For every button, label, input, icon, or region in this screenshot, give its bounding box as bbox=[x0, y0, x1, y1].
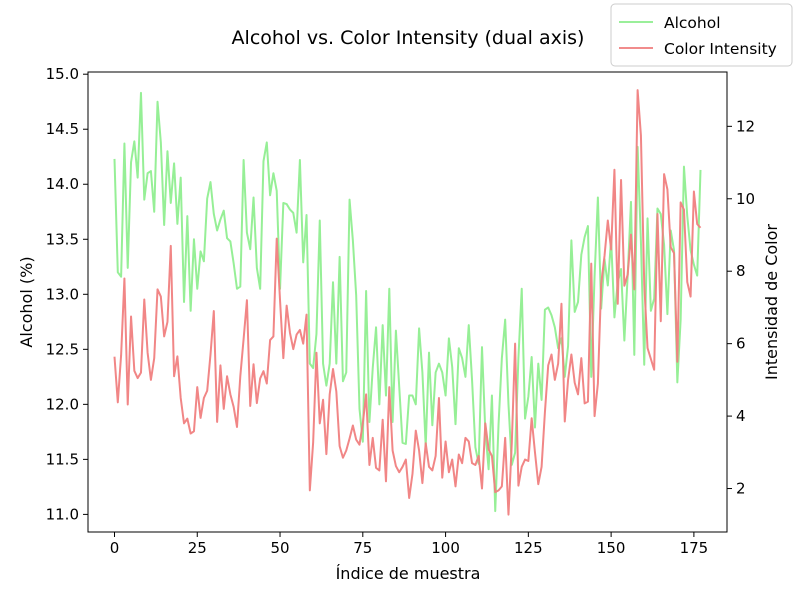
x-axis-label: Índice de muestra bbox=[336, 564, 481, 583]
y-axis-right-label: Intensidad de Color bbox=[762, 224, 781, 380]
x-tick-label: 0 bbox=[110, 539, 120, 557]
x-tick-label: 25 bbox=[188, 539, 207, 557]
x-tick-label: 175 bbox=[680, 539, 709, 557]
legend-label-color-intensity: Color Intensity bbox=[664, 40, 777, 58]
y-right-tick-label: 12 bbox=[736, 117, 755, 135]
plot-area bbox=[87, 71, 728, 533]
y-right-tick-label: 6 bbox=[736, 335, 746, 353]
x-axis: 0 25 50 75 100 125 150 175 bbox=[110, 532, 708, 557]
y-left-tick-label: 11.0 bbox=[46, 505, 79, 523]
chart-title: Alcohol vs. Color Intensity (dual axis) bbox=[232, 27, 585, 49]
y-axis-left: 11.0 11.5 12.0 12.5 13.0 13.5 14.0 14.5 15.0 bbox=[46, 65, 88, 523]
series-layer bbox=[113, 89, 702, 516]
y-right-tick-label: 8 bbox=[736, 262, 746, 280]
legend-box bbox=[610, 3, 793, 67]
x-tick-label: 75 bbox=[353, 539, 372, 557]
x-tick-label: 100 bbox=[431, 539, 460, 557]
color-intensity-series-line bbox=[113, 89, 702, 516]
y-left-tick-label: 14.5 bbox=[46, 120, 79, 138]
y-axis-left-label: Alcohol (%) bbox=[17, 256, 36, 347]
y-right-tick-label: 4 bbox=[736, 407, 746, 425]
y-right-tick-label: 10 bbox=[736, 190, 755, 208]
y-left-tick-label: 15.0 bbox=[46, 65, 79, 83]
y-left-tick-label: 13.5 bbox=[46, 230, 79, 248]
plot-frame bbox=[87, 71, 728, 533]
y-right-tick-label: 2 bbox=[736, 480, 746, 498]
x-tick-label: 150 bbox=[597, 539, 626, 557]
y-axis-right: 2 4 6 8 10 12 bbox=[727, 117, 755, 498]
y-left-tick-label: 11.5 bbox=[46, 450, 79, 468]
legend-label-alcohol: Alcohol bbox=[664, 14, 721, 32]
y-left-tick-label: 12.5 bbox=[46, 340, 79, 358]
y-left-tick-label: 12.0 bbox=[46, 395, 79, 413]
x-tick-label: 125 bbox=[514, 539, 543, 557]
legend: Alcohol Color Intensity bbox=[610, 3, 793, 67]
y-left-tick-label: 14.0 bbox=[46, 175, 79, 193]
alcohol-series-line bbox=[113, 91, 702, 513]
x-tick-label: 50 bbox=[270, 539, 289, 557]
y-left-tick-label: 13.0 bbox=[46, 285, 79, 303]
